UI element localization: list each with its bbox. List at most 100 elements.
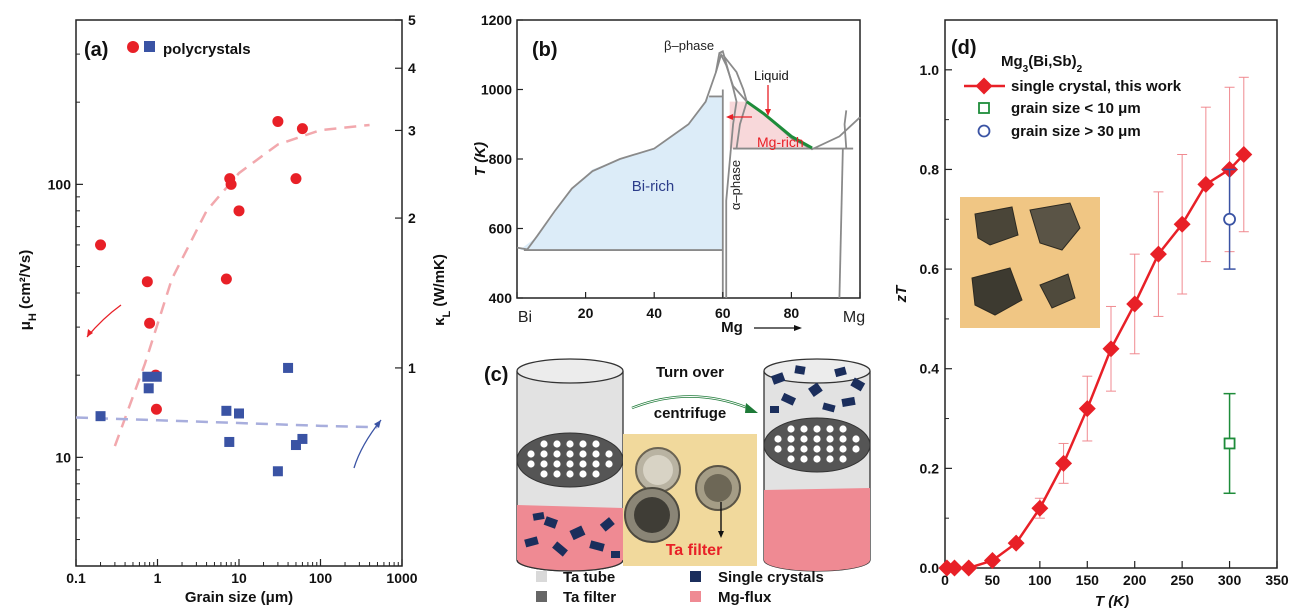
legend-swatch-single-crystals — [690, 571, 701, 582]
panel-a-trendlines — [75, 123, 378, 447]
filter-hole — [813, 435, 821, 443]
filter-hole — [605, 460, 613, 468]
single-crystal-point — [1126, 295, 1144, 313]
right-cylinder — [763, 358, 871, 572]
filter-hole — [839, 425, 847, 433]
centrifuge-label: centrifuge — [654, 405, 727, 422]
single-crystal-point — [1055, 454, 1073, 472]
x-tick-label-b: 40 — [646, 305, 662, 321]
mobility-point — [233, 205, 245, 217]
single-crystal-point — [1102, 340, 1120, 358]
x-axis-arrow-head — [794, 325, 802, 331]
filter-hole — [592, 440, 600, 448]
arrow-left-indicator — [86, 304, 122, 338]
panel-c-legend: Ta tube Ta filter Single crystals Mg-flu… — [536, 569, 824, 606]
left-filter-holes — [527, 440, 613, 478]
y-tick-label-right: 3 — [408, 122, 416, 138]
kappa-trendline — [75, 416, 378, 429]
filter-hole — [852, 445, 860, 453]
filter-hole — [839, 455, 847, 463]
filter-hole — [813, 455, 821, 463]
legend-circle-marker — [127, 41, 139, 53]
small-grain-point — [1223, 437, 1236, 450]
filter-hole — [566, 450, 574, 458]
filter-hole — [566, 470, 574, 478]
x-axis-label: Grain size (μm) — [185, 589, 293, 606]
panel-d-ticks: 0 50 100 150 200 250 300 350 0.0 0.2 0.4 0.6 0.8 1.0 — [920, 19, 1289, 588]
mobility-point — [144, 317, 156, 329]
panel-d: 0 50 100 150 200 250 300 3500.00.20.40.60.81.0 … — [893, 19, 1289, 608]
turn-over-label: Turn over — [656, 364, 724, 381]
panel-a-frame — [75, 19, 403, 567]
legend-series-large-grain: grain size > 30 μm — [1011, 123, 1141, 140]
x-tick-label-d: 350 — [1265, 572, 1289, 588]
single-crystal-point — [983, 552, 1001, 570]
filter-hole — [813, 445, 821, 453]
y-tick-label-b: 600 — [489, 221, 513, 237]
mg-rich-label: Mg-rich — [757, 134, 804, 150]
legend-ta-tube: Ta tube — [563, 569, 615, 586]
filter-hole — [553, 440, 561, 448]
x-tick-label-b: 20 — [578, 305, 594, 321]
phase-boundary — [725, 63, 738, 298]
y-axis-label-right: κL (W/mK) — [431, 254, 453, 326]
x-tick-label: 10 — [231, 570, 247, 586]
filter-hole — [540, 470, 548, 478]
single-crystal-point — [960, 559, 978, 577]
y-tick-label-right: 5 — [408, 12, 416, 28]
filter-hole — [813, 425, 821, 433]
mobility-point — [290, 173, 302, 185]
filter-hole — [787, 435, 795, 443]
kappa-point — [272, 466, 283, 477]
alpha-phase-label: α–phase — [728, 160, 743, 210]
y-tick-label-d: 1.0 — [920, 62, 940, 78]
y-tick-label-d: 0.6 — [920, 261, 940, 277]
x-axis-label-d: T (K) — [1095, 593, 1129, 608]
y-tick-label-b: 1200 — [481, 12, 512, 28]
liquid-label: Liquid — [754, 68, 789, 83]
panel-b-label: (b) — [532, 39, 558, 61]
filter-hole — [605, 450, 613, 458]
x-tick-label-d: 50 — [985, 572, 1001, 588]
mobility-point — [95, 239, 107, 251]
turn-over-arrow-head — [745, 403, 758, 413]
filter-hole — [787, 445, 795, 453]
filter-hole — [800, 425, 808, 433]
phase-boundary — [715, 49, 728, 73]
legend-swatch-mg-flux — [690, 591, 701, 602]
filter-hole — [774, 435, 782, 443]
filter-hole — [553, 460, 561, 468]
x-tick-label: 1 — [154, 570, 162, 586]
mobility-point — [225, 178, 237, 190]
filter-hole — [774, 445, 782, 453]
panel-a: (a) polycrystals 0.1 1 10 100 1000 10 100 1 2 3 4 5… — [17, 12, 453, 606]
legend-series-single-crystal: single crystal, this work — [1011, 78, 1182, 95]
right-flux — [764, 488, 870, 571]
y-tick-label-d: 0.4 — [920, 361, 940, 377]
y-tick-label-right: 2 — [408, 210, 416, 226]
panel-c-label: (c) — [484, 364, 508, 386]
panel-d-legend: single crystal, this work grain size < 1… — [964, 77, 1182, 140]
filter-hole — [553, 470, 561, 478]
panel-d-title: Mg3(Bi,Sb)2 — [1001, 53, 1083, 75]
filter-hole — [540, 440, 548, 448]
x-tick-label-d: 250 — [1170, 572, 1194, 588]
y-tick-label-right: 1 — [408, 360, 416, 376]
filter-hole — [579, 460, 587, 468]
panel-b-curves — [516, 49, 861, 299]
filter-hole — [826, 435, 834, 443]
filter-hole — [579, 450, 587, 458]
x-tick-label-b: 60 — [715, 305, 731, 321]
turn-over-arrow-inner — [631, 396, 749, 409]
legend-ta-filter: Ta filter — [563, 589, 616, 606]
mobility-point — [150, 403, 162, 415]
kappa-point — [151, 371, 162, 382]
filter-hole — [826, 425, 834, 433]
arrow-left-head — [87, 329, 93, 337]
left-crystals — [524, 512, 620, 558]
legend-swatch-ta-filter — [536, 591, 547, 602]
filter-hole — [592, 460, 600, 468]
filter-hole — [839, 445, 847, 453]
bi-rich-label: Bi-rich — [632, 178, 675, 195]
